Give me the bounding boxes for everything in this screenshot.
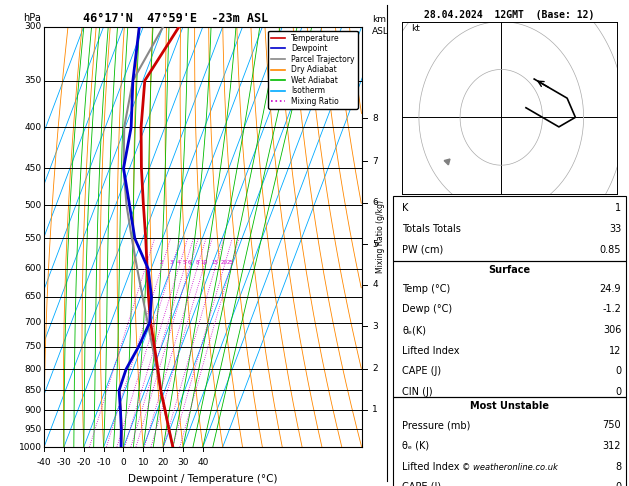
Bar <box>393 261 626 398</box>
Text: Most Unstable: Most Unstable <box>470 401 549 411</box>
Text: 1: 1 <box>615 204 621 213</box>
Text: 8: 8 <box>372 114 378 123</box>
Text: 33: 33 <box>609 224 621 234</box>
Text: Lifted Index: Lifted Index <box>403 346 460 356</box>
Text: 24.9: 24.9 <box>599 284 621 294</box>
Text: 0: 0 <box>615 387 621 397</box>
Text: 750: 750 <box>25 342 42 351</box>
Text: Mixing Ratio (g/kg): Mixing Ratio (g/kg) <box>376 200 385 274</box>
Text: 3: 3 <box>170 260 173 265</box>
Text: 46°17'N  47°59'E  -23m ASL: 46°17'N 47°59'E -23m ASL <box>84 12 269 25</box>
Text: Surface: Surface <box>489 265 530 275</box>
Text: 700: 700 <box>25 318 42 327</box>
Text: PW (cm): PW (cm) <box>403 244 443 255</box>
Text: K: K <box>403 204 409 213</box>
Text: 0.85: 0.85 <box>599 244 621 255</box>
Text: Totals Totals: Totals Totals <box>403 224 461 234</box>
Text: 8: 8 <box>615 462 621 471</box>
Text: 20: 20 <box>220 260 227 265</box>
Text: 450: 450 <box>25 164 42 173</box>
Text: Temp (°C): Temp (°C) <box>403 284 451 294</box>
Text: 5: 5 <box>372 240 378 248</box>
Text: Dewpoint / Temperature (°C): Dewpoint / Temperature (°C) <box>128 474 277 485</box>
Text: 3: 3 <box>372 322 378 330</box>
Text: 8: 8 <box>196 260 199 265</box>
Text: hPa: hPa <box>23 13 41 22</box>
Text: 850: 850 <box>25 386 42 395</box>
Text: 550: 550 <box>25 234 42 243</box>
Text: 20: 20 <box>157 458 169 467</box>
Text: 400: 400 <box>25 122 42 132</box>
Text: 6: 6 <box>187 260 191 265</box>
Bar <box>393 398 626 486</box>
Text: 900: 900 <box>25 406 42 415</box>
Text: 30: 30 <box>177 458 189 467</box>
Text: 500: 500 <box>25 201 42 209</box>
Text: © weatheronline.co.uk: © weatheronline.co.uk <box>462 463 557 471</box>
Text: Pressure (mb): Pressure (mb) <box>403 420 471 430</box>
Text: CAPE (J): CAPE (J) <box>403 366 442 376</box>
Text: -20: -20 <box>76 458 91 467</box>
Text: 0: 0 <box>615 482 621 486</box>
Text: 650: 650 <box>25 292 42 301</box>
Text: 2: 2 <box>160 260 164 265</box>
Text: CIN (J): CIN (J) <box>403 387 433 397</box>
Text: 10: 10 <box>138 458 149 467</box>
Text: 7: 7 <box>372 157 378 166</box>
Text: ASL: ASL <box>372 27 389 36</box>
Text: 12: 12 <box>609 346 621 356</box>
Text: 10: 10 <box>200 260 207 265</box>
Text: 950: 950 <box>25 425 42 434</box>
Text: Lifted Index: Lifted Index <box>403 462 460 471</box>
Text: 4: 4 <box>177 260 181 265</box>
Text: -30: -30 <box>57 458 71 467</box>
Text: 800: 800 <box>25 364 42 374</box>
Text: 0: 0 <box>121 458 126 467</box>
Text: -10: -10 <box>96 458 111 467</box>
Text: 25: 25 <box>227 260 234 265</box>
Text: 350: 350 <box>25 76 42 85</box>
Text: 600: 600 <box>25 264 42 273</box>
Text: 40: 40 <box>197 458 209 467</box>
Text: km: km <box>372 15 386 24</box>
Text: 750: 750 <box>603 420 621 430</box>
Legend: Temperature, Dewpoint, Parcel Trajectory, Dry Adiabat, Wet Adiabat, Isotherm, Mi: Temperature, Dewpoint, Parcel Trajectory… <box>269 31 358 109</box>
Text: 28.04.2024  12GMT  (Base: 12): 28.04.2024 12GMT (Base: 12) <box>425 10 594 19</box>
Text: 2: 2 <box>372 364 378 373</box>
Text: 4: 4 <box>372 280 378 289</box>
Bar <box>393 196 626 261</box>
Text: θₑ(K): θₑ(K) <box>403 325 426 335</box>
Text: 300: 300 <box>25 22 42 31</box>
Text: 6: 6 <box>372 198 378 208</box>
Text: Dewp (°C): Dewp (°C) <box>403 305 452 314</box>
Text: 5: 5 <box>183 260 186 265</box>
Text: 312: 312 <box>603 441 621 451</box>
Text: -1.2: -1.2 <box>603 305 621 314</box>
Text: 0: 0 <box>615 366 621 376</box>
Text: 1000: 1000 <box>19 443 42 451</box>
Text: 15: 15 <box>212 260 219 265</box>
Text: 1: 1 <box>143 260 147 265</box>
Text: 306: 306 <box>603 325 621 335</box>
Text: 1: 1 <box>372 405 378 415</box>
Text: θₑ (K): θₑ (K) <box>403 441 430 451</box>
Text: -40: -40 <box>36 458 52 467</box>
Text: CAPE (J): CAPE (J) <box>403 482 442 486</box>
